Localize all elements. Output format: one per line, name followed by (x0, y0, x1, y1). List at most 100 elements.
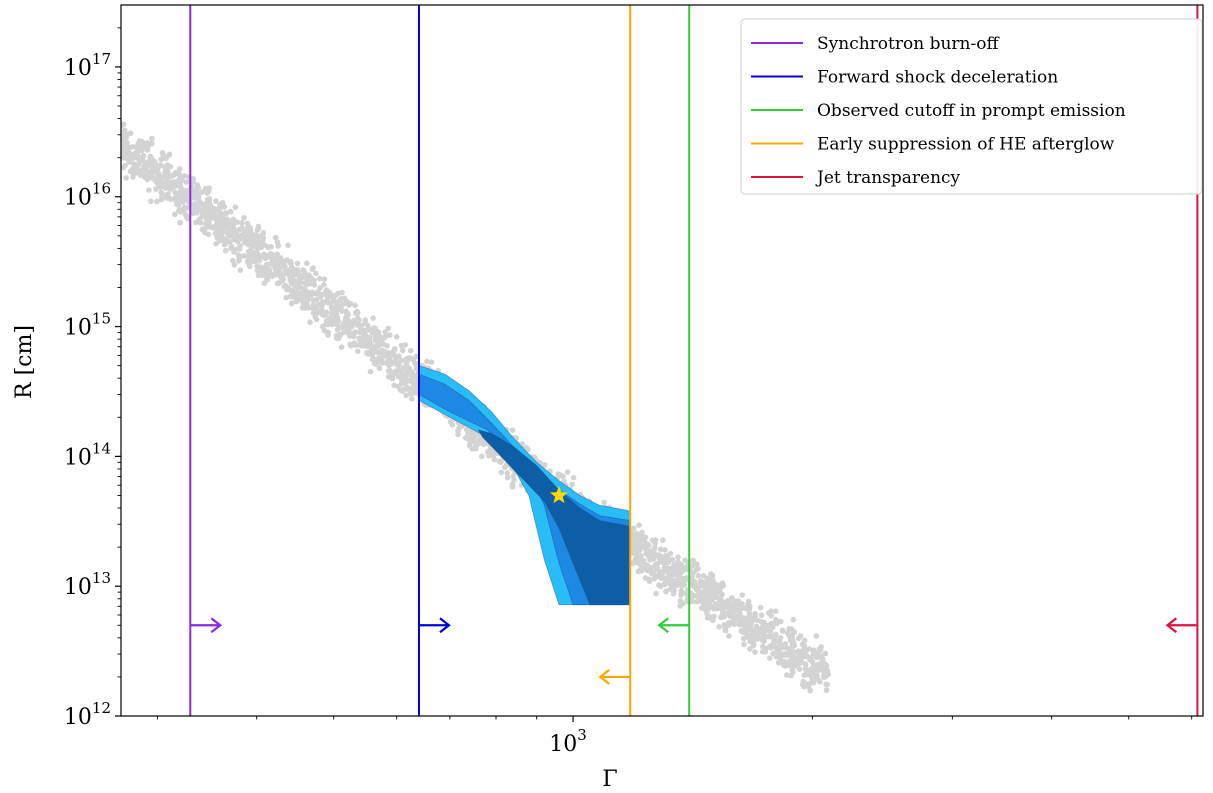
scatter-point (770, 650, 776, 657)
constraint-arrow-head-3 (598, 669, 610, 685)
scatter-point (230, 231, 237, 237)
scatter-point (722, 627, 729, 634)
scatter-point (342, 319, 348, 326)
scatter-point (388, 361, 395, 368)
scatter-point (802, 661, 809, 667)
scatter-point (778, 618, 784, 625)
scatter-point (321, 276, 328, 283)
scatter-point (695, 573, 702, 579)
scatter-point (693, 586, 700, 593)
scatter-point (168, 182, 175, 188)
scatter-point (345, 312, 351, 318)
scatter-point (671, 587, 677, 594)
scatter-point (762, 649, 769, 655)
scatter-point (638, 566, 644, 573)
scatter-point (387, 332, 393, 338)
scatter-point (662, 564, 669, 570)
scatter-point (149, 140, 155, 147)
scatter-point (663, 552, 669, 559)
constraint-arrow-head-2 (657, 617, 669, 634)
scatter-point (213, 216, 219, 222)
scatter-point (792, 663, 799, 669)
scatter-point (809, 659, 816, 665)
scatter-point (823, 681, 829, 688)
scatter-point (409, 395, 415, 402)
scatter-point (402, 342, 409, 348)
legend-entry: Observed cutoff in prompt emission (817, 101, 1126, 121)
scatter-point (648, 564, 655, 571)
scatter-point (222, 247, 229, 254)
scatter-point (752, 649, 758, 655)
scatter-point (260, 230, 267, 236)
scatter-point (718, 591, 725, 598)
scatter-point (241, 253, 247, 259)
scatter-point (787, 649, 794, 655)
scatter-point (496, 458, 503, 464)
scatter-point (504, 474, 511, 481)
scatter-point (695, 565, 701, 572)
scatter-point (675, 554, 681, 560)
scatter-point (697, 598, 704, 604)
scatter-point (121, 122, 125, 128)
scatter-point (815, 667, 821, 674)
scatter-point (253, 235, 260, 241)
scatter-point (601, 499, 607, 506)
scatter-point (305, 280, 311, 286)
scatter-point (716, 624, 722, 630)
scatter-point (424, 358, 430, 365)
scatter-point (751, 642, 757, 648)
scatter-point (323, 287, 330, 294)
scatter-point (211, 209, 218, 216)
scatter-point (680, 575, 686, 582)
scatter-point (288, 260, 294, 267)
scatter-point (336, 297, 343, 304)
constraint-lines (189, 5, 1199, 716)
scatter-point (365, 322, 371, 329)
scatter-point (389, 375, 396, 382)
scatter-point (805, 683, 812, 690)
scatter-point (746, 614, 752, 620)
scatter-point (364, 343, 371, 349)
scatter-point (305, 304, 312, 310)
best-fit-layer (549, 486, 568, 504)
scatter-point (391, 346, 398, 352)
legend-entry: Forward shock deceleration (817, 68, 1058, 88)
scatter-point (142, 141, 149, 147)
scatter-point (349, 323, 355, 330)
scatter-point (253, 252, 260, 258)
scatter-point (707, 614, 714, 620)
scatter-point (213, 198, 219, 204)
scatter-point (163, 183, 170, 189)
x-tick-label: 103 (549, 726, 587, 757)
scatter-point (767, 655, 773, 661)
scatter-point (822, 673, 829, 680)
scatter-point (782, 643, 788, 650)
scatter-point (323, 318, 330, 324)
scatter-point (269, 253, 276, 260)
scatter-point (354, 348, 361, 355)
scatter-point (129, 169, 136, 176)
scatter-point (208, 203, 214, 209)
scatter-point (654, 565, 661, 572)
scatter-point (773, 616, 779, 623)
scatter-point (275, 243, 282, 249)
scatter-point (319, 311, 325, 318)
scatter-point (639, 529, 645, 536)
scatter-point (690, 557, 696, 564)
scatter-point (121, 138, 128, 145)
scatter-point (288, 293, 295, 300)
scatter-point (643, 544, 650, 550)
scatter-point (323, 291, 330, 298)
scatter-point (651, 550, 658, 557)
scatter-point (330, 297, 337, 304)
scatter-point (235, 233, 242, 240)
scatter-point (219, 199, 226, 206)
scatter-point (347, 300, 354, 307)
scatter-point (404, 356, 410, 362)
scatter-point (330, 320, 336, 326)
scatter-point (124, 155, 130, 161)
scatter-point (157, 179, 163, 186)
scatter-point (300, 300, 307, 307)
scatter-point (176, 172, 182, 178)
y-tick-label: 1015 (64, 310, 111, 341)
